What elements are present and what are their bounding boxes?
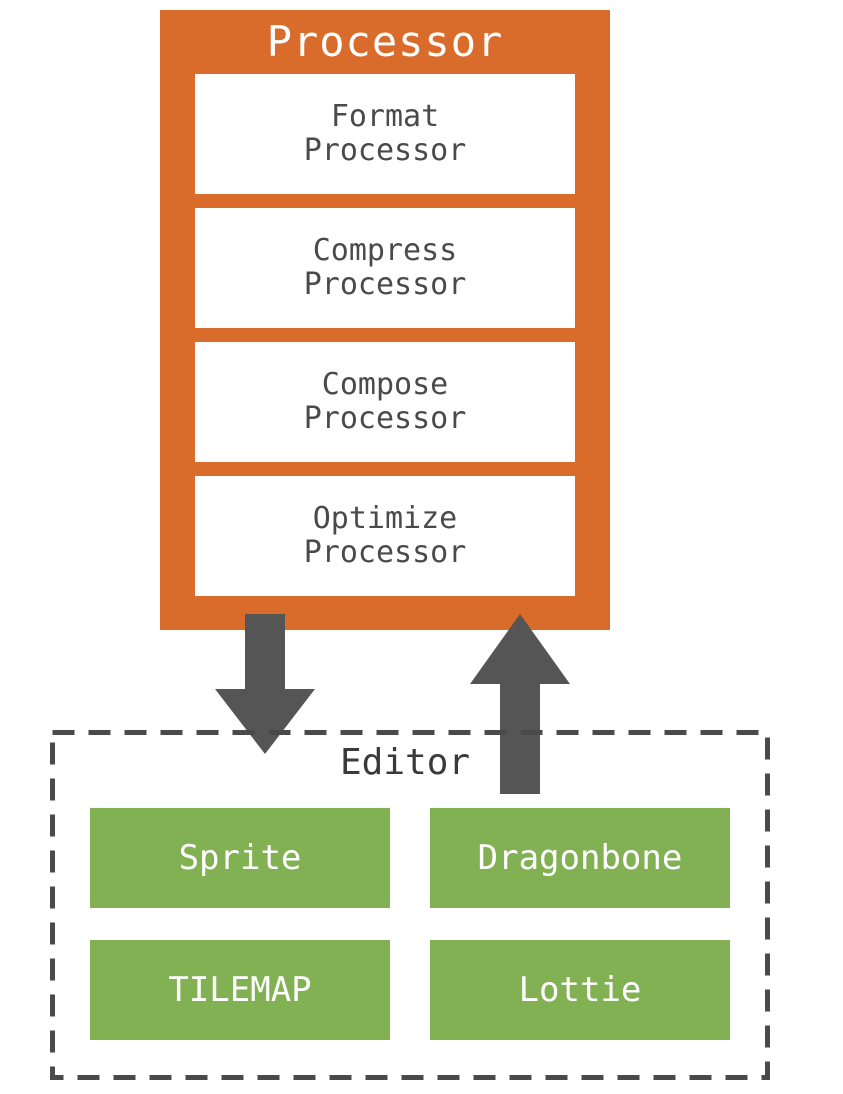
editor-item: Lottie [430,940,730,1040]
editor-item-label: Lottie [519,970,642,1010]
processor-title: Processor [267,10,504,74]
processor-item: OptimizeProcessor [195,476,575,596]
processor-item-line2: Processor [304,402,467,437]
editor-item: Dragonbone [430,808,730,908]
processor-item-line2: Processor [304,268,467,303]
processor-items-list: FormatProcessorCompressProcessorComposeP… [195,74,575,610]
processor-item: ComposeProcessor [195,342,575,462]
editor-item: Sprite [90,808,390,908]
processor-item-line1: Optimize [313,502,458,537]
editor-item-label: TILEMAP [168,970,311,1010]
editor-item-label: Dragonbone [478,838,683,878]
processor-item-line1: Format [331,100,439,135]
processor-item: CompressProcessor [195,208,575,328]
processor-item-line1: Compress [313,234,458,269]
editor-item: TILEMAP [90,940,390,1040]
editor-item-label: Sprite [179,838,302,878]
editor-title: Editor [340,742,470,783]
processor-item-line2: Processor [304,536,467,571]
processor-item-line2: Processor [304,134,467,169]
processor-container: Processor FormatProcessorCompressProcess… [160,10,610,630]
processor-item: FormatProcessor [195,74,575,194]
processor-item-line1: Compose [322,368,448,403]
editor-container: Editor Sprite Dragonbone TILEMAP Lottie [50,730,770,1080]
